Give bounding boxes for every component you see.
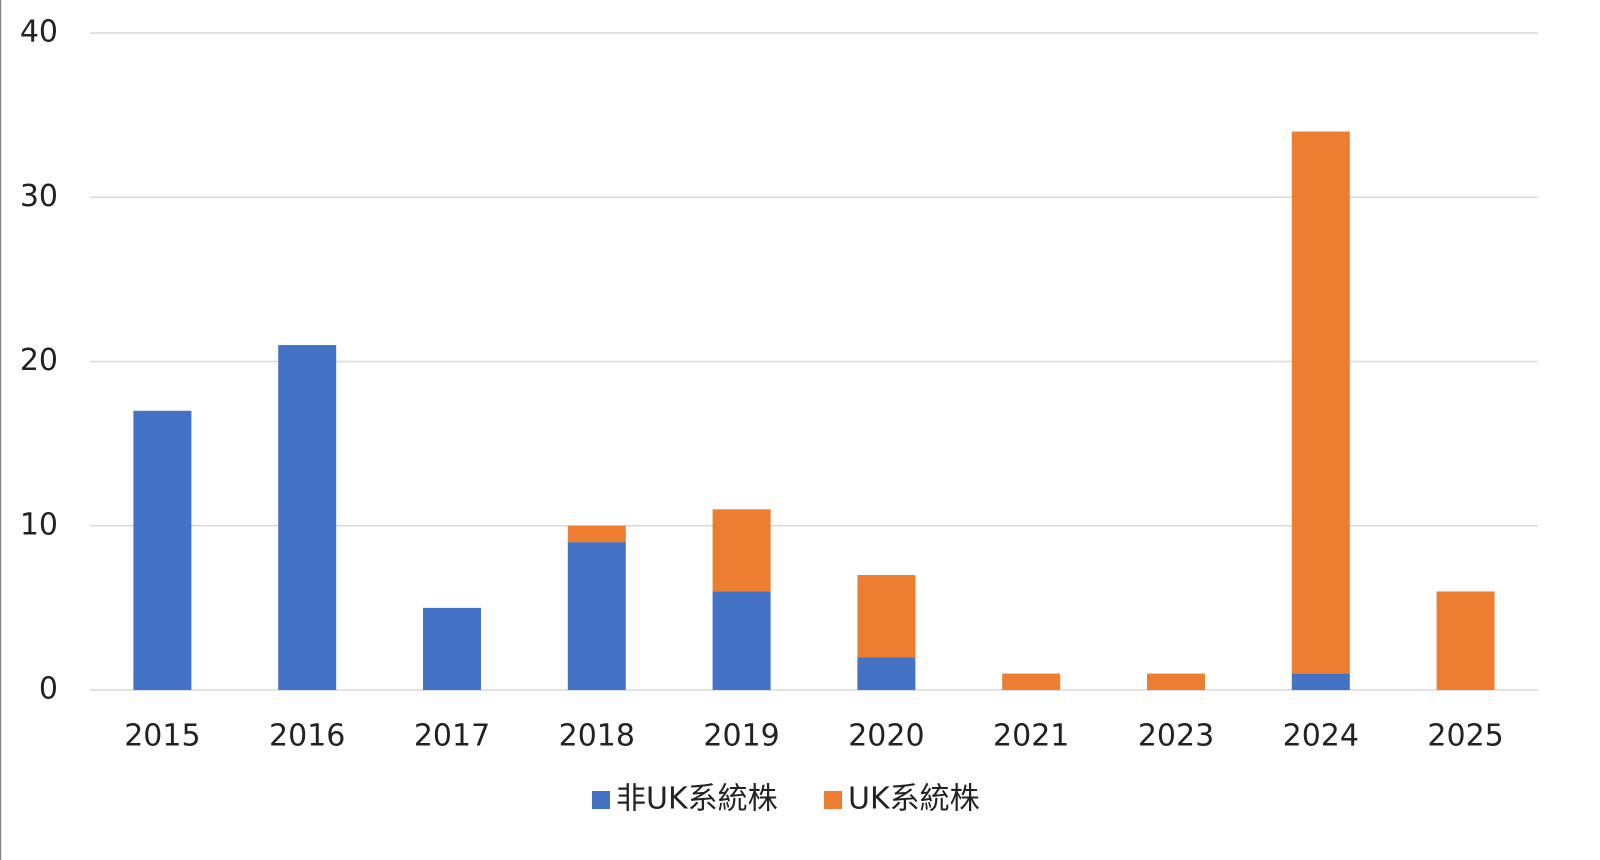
x-tick-label: 2020	[848, 719, 924, 754]
legend-label: 非UK系統株	[616, 782, 778, 817]
y-tick-label: 40	[20, 15, 58, 50]
x-tick-label: 2024	[1283, 719, 1359, 754]
bar-segment	[567, 542, 626, 690]
legend-swatch	[592, 791, 610, 809]
y-tick-label: 30	[20, 179, 58, 214]
x-tick-label: 2023	[1138, 719, 1214, 754]
bar-segment	[133, 410, 192, 690]
bar-segment	[423, 607, 481, 690]
x-tick-label: 2016	[269, 719, 345, 754]
bar-segment	[1436, 591, 1495, 690]
y-tick-label: 20	[20, 343, 58, 378]
bar-segment	[1147, 673, 1205, 690]
bar-segment	[1291, 673, 1350, 690]
bar-segment	[278, 345, 337, 690]
bar-segment	[712, 591, 771, 690]
y-tick-label: 0	[39, 672, 58, 707]
bar-segment	[567, 525, 626, 543]
legend-label: UK系統株	[848, 782, 980, 817]
bar-segment	[857, 575, 916, 658]
x-tick-label: 2015	[124, 719, 200, 754]
legend-swatch	[824, 791, 842, 809]
y-tick-label: 10	[20, 507, 58, 542]
x-tick-label: 2017	[414, 719, 490, 754]
x-tick-label: 2018	[559, 719, 635, 754]
bar-segment	[712, 509, 771, 592]
bar-segment	[1291, 131, 1350, 674]
x-tick-label: 2019	[703, 719, 779, 754]
x-tick-label: 2025	[1427, 719, 1503, 754]
x-tick-label: 2021	[993, 719, 1069, 754]
bar-segment	[1002, 673, 1061, 690]
bar-segment	[857, 657, 916, 690]
